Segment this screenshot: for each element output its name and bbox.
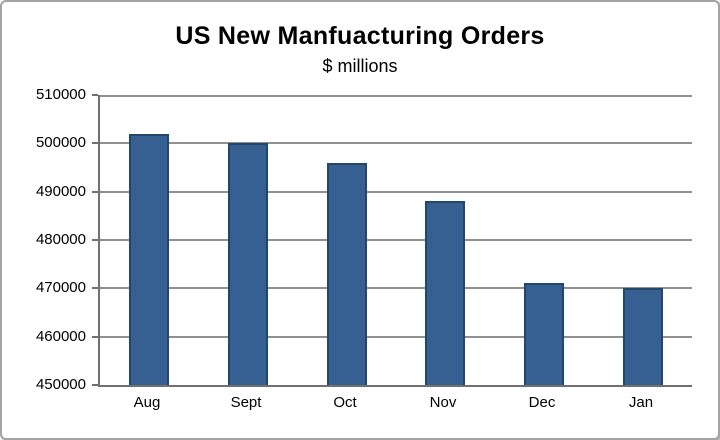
y-tick-mark-470000: [92, 287, 98, 289]
gridline-500000: [100, 142, 692, 144]
bar-dec: [524, 283, 564, 385]
x-axis-label-dec: Dec: [528, 394, 556, 411]
y-axis-label-490000: 490000: [35, 183, 86, 200]
x-axis-label-nov: Nov: [429, 394, 457, 411]
y-axis-label-480000: 480000: [35, 231, 86, 248]
gridline-460000: [100, 336, 692, 338]
bar-oct: [327, 163, 367, 385]
plot-area: [98, 95, 692, 387]
y-tick-mark-500000: [92, 142, 98, 144]
gridline-480000: [100, 239, 692, 241]
gridline-510000: [100, 95, 692, 97]
y-tick-mark-490000: [92, 191, 98, 193]
x-axis-label-sept: Sept: [230, 394, 262, 411]
gridline-470000: [100, 287, 692, 289]
chart-subtitle: $ millions: [322, 56, 398, 76]
bar-jan: [623, 288, 663, 385]
bar-sept: [228, 143, 268, 385]
y-axis-label-510000: 510000: [35, 86, 86, 103]
y-axis-label-460000: 460000: [35, 328, 86, 345]
y-axis-label-500000: 500000: [35, 134, 86, 151]
y-tick-mark-510000: [92, 94, 98, 96]
y-tick-mark-450000: [92, 384, 98, 386]
chart-title: US New Manfuacturing Orders: [175, 22, 545, 50]
y-axis-label-450000: 450000: [35, 376, 86, 393]
bar-nov: [425, 201, 465, 385]
x-axis-label-jan: Jan: [628, 394, 654, 411]
y-tick-mark-460000: [92, 336, 98, 338]
x-axis-label-oct: Oct: [333, 394, 357, 411]
y-axis-label-470000: 470000: [35, 279, 86, 296]
bar-aug: [129, 134, 169, 385]
y-tick-mark-480000: [92, 239, 98, 241]
gridline-490000: [100, 191, 692, 193]
x-axis-label-aug: Aug: [133, 394, 161, 411]
